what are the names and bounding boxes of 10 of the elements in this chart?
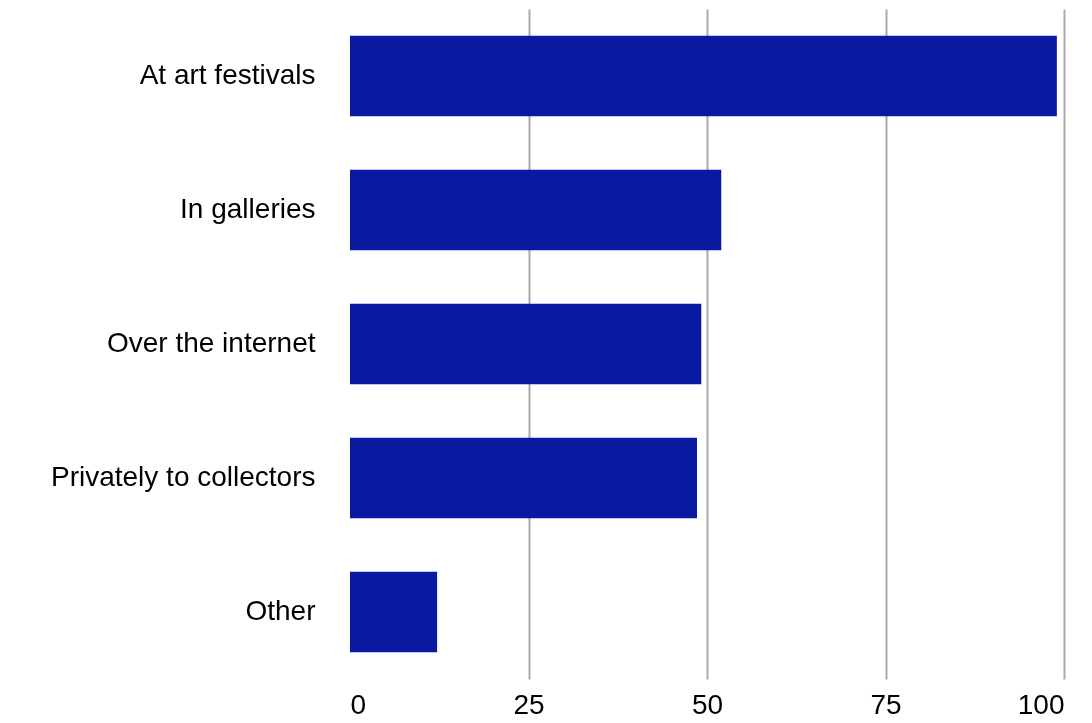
x-tick-label: 50	[691, 688, 724, 720]
x-tick-label: 25	[513, 688, 545, 720]
x-tick-label: 0	[350, 688, 367, 720]
y-tick-label: Over the internet	[106, 327, 316, 358]
y-tick-label: In galleries	[180, 193, 316, 224]
y-tick-label: Privately to collectors	[50, 461, 316, 492]
x-tick-label: 75	[870, 688, 902, 720]
y-tick-label: Other	[245, 595, 316, 626]
x-tick-label: 100	[1017, 688, 1065, 720]
y-tick-label: At art festivals	[139, 59, 316, 90]
